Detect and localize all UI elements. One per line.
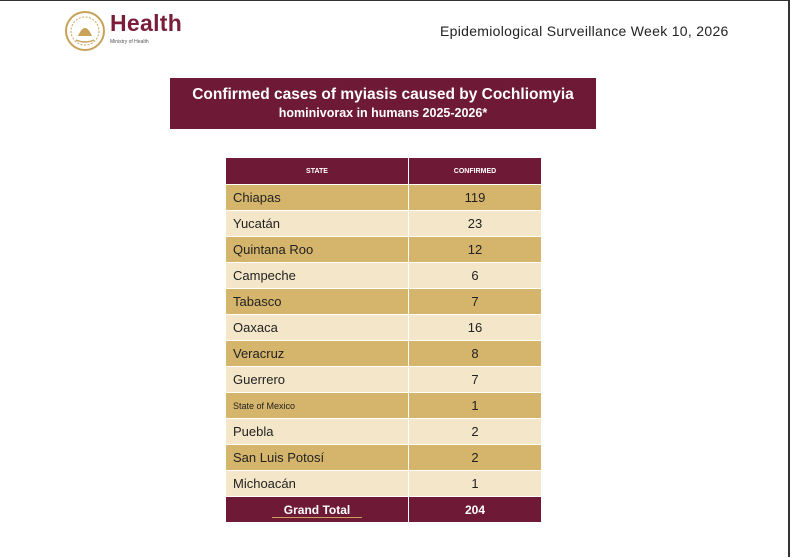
state-cell: Quintana Roo [225,236,409,263]
state-cell: Chiapas [225,184,409,211]
state-cell: Oaxaca [225,314,409,341]
total-row: Grand Total 204 [225,496,542,523]
state-cell: Tabasco [225,288,409,315]
title-banner: Confirmed cases of myiasis caused by Coc… [170,78,596,129]
total-label-cell: Grand Total [225,496,409,523]
table-row: State of Mexico 1 [225,392,542,419]
confirmed-cell: 7 [408,366,542,393]
state-cell: Campeche [225,262,409,289]
table-row: Puebla 2 [225,418,542,445]
logo [65,11,105,51]
header-row: STATE CONFIRMED [225,157,542,185]
state-cell: Guerrero [225,366,409,393]
confirmed-cell: 2 [408,418,542,445]
table-row: Tabasco 7 [225,288,542,315]
table-row: Campeche 6 [225,262,542,289]
state-cell: Michoacán [225,470,409,497]
table-row: Yucatán 23 [225,210,542,237]
table-body: Chiapas 119 Yucatán 23 Quintana Roo 12 Campech… [225,184,542,497]
table-row: Oaxaca 16 [225,314,542,341]
column-header: CONFIRMED [408,157,542,185]
cases-table: STATE CONFIRMED Chiapas 119 Yucatán 23 Quint… [225,157,542,523]
state-cell: Veracruz [225,340,409,367]
report-title: Epidemiological Surveillance Week 10, 20… [440,23,729,39]
confirmed-cell: 12 [408,236,542,263]
table-row: Quintana Roo 12 [225,236,542,263]
confirmed-cell: 16 [408,314,542,341]
table-row: San Luis Potosí 2 [225,444,542,471]
table-row: Michoacán 1 [225,470,542,497]
total-value: 204 [408,496,542,523]
title-line: Confirmed cases of myiasis caused by Coc… [192,86,574,103]
column-header: STATE [225,157,409,185]
brand: Health [110,10,183,36]
state-cell: San Luis Potosí [225,444,409,471]
confirmed-cell: 119 [408,184,542,211]
table-row: Chiapas 119 [225,184,542,211]
state-cell: Yucatán [225,210,409,237]
subbrand: Ministry of Health [110,39,149,45]
confirmed-cell: 8 [408,340,542,367]
confirmed-cell: 7 [408,288,542,315]
state-cell: State of Mexico [225,392,409,419]
total-label: Grand Total [271,502,363,518]
confirmed-cell: 1 [408,392,542,419]
table-row: Guerrero 7 [225,366,542,393]
confirmed-cell: 6 [408,262,542,289]
confirmed-cell: 2 [408,444,542,471]
state-cell: Puebla [225,418,409,445]
title-line: hominivorax in humans 2025-2026* [278,106,488,120]
table-row: Veracruz 8 [225,340,542,367]
confirmed-cell: 23 [408,210,542,237]
confirmed-cell: 1 [408,470,542,497]
